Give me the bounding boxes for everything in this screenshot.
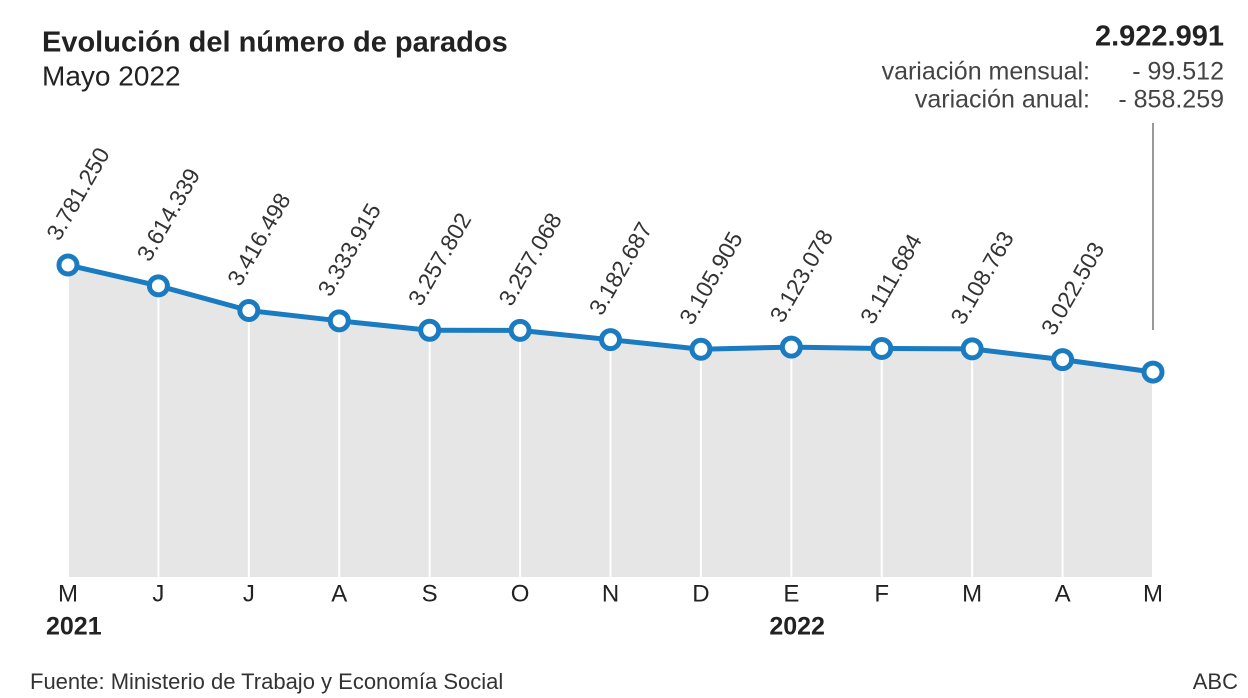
x-tick-label: A [1055, 580, 1071, 607]
point [508, 318, 532, 342]
x-tick-label: S [422, 580, 438, 607]
data-label: 3.111.684 [855, 229, 927, 328]
data-label: 3.257.802 [403, 208, 477, 310]
year-label: 2022 [769, 613, 825, 641]
annotation: variación anual: [915, 86, 1090, 114]
x-tick-label: J [243, 580, 255, 607]
x-tick-label: A [331, 580, 347, 607]
data-label: 3.123.078 [764, 225, 838, 327]
point [237, 299, 261, 323]
x-tick-label: M [1143, 580, 1163, 607]
point [1051, 348, 1075, 372]
year-label: 2021 [46, 613, 102, 641]
data-label: 3.108.763 [945, 227, 1019, 329]
point [870, 337, 894, 361]
x-tick-label: N [602, 580, 619, 607]
credit: ABC [1193, 669, 1238, 694]
latest-value: 2.922.991 [1095, 21, 1224, 53]
data-label: 3.182.687 [584, 218, 658, 320]
source: Fuente: Ministerio de Trabajo y Economía… [30, 669, 503, 694]
x-tick-label: M [962, 580, 982, 607]
x-tick-label: M [58, 580, 78, 607]
point [1141, 360, 1165, 384]
data-label: 3.257.068 [493, 208, 567, 310]
data-label: 3.614.339 [131, 164, 205, 266]
point [146, 274, 170, 298]
annotation: - 99.512 [1132, 58, 1224, 86]
point [418, 318, 442, 342]
chart-subtitle: Mayo 2022 [42, 60, 181, 91]
annotation: variación mensual: [882, 58, 1090, 86]
data-label: 3.105.905 [674, 227, 748, 329]
data-label: 3.781.250 [41, 143, 115, 245]
point [327, 309, 351, 333]
x-tick-label: E [783, 580, 799, 607]
chart-title: Evolución del número de parados [42, 27, 508, 59]
x-tick-label: O [511, 580, 530, 607]
x-tick-label: D [692, 580, 709, 607]
data-label: 3.333.915 [312, 199, 386, 301]
point [56, 253, 80, 277]
point [689, 337, 713, 361]
data-label: 3.022.503 [1036, 238, 1110, 340]
annotation: - 858.259 [1118, 86, 1224, 114]
point [779, 335, 803, 359]
x-tick-label: J [152, 580, 164, 607]
point [599, 328, 622, 352]
point [960, 337, 984, 361]
data-label: 3.416.498 [222, 188, 296, 290]
x-tick-label: F [874, 580, 889, 607]
